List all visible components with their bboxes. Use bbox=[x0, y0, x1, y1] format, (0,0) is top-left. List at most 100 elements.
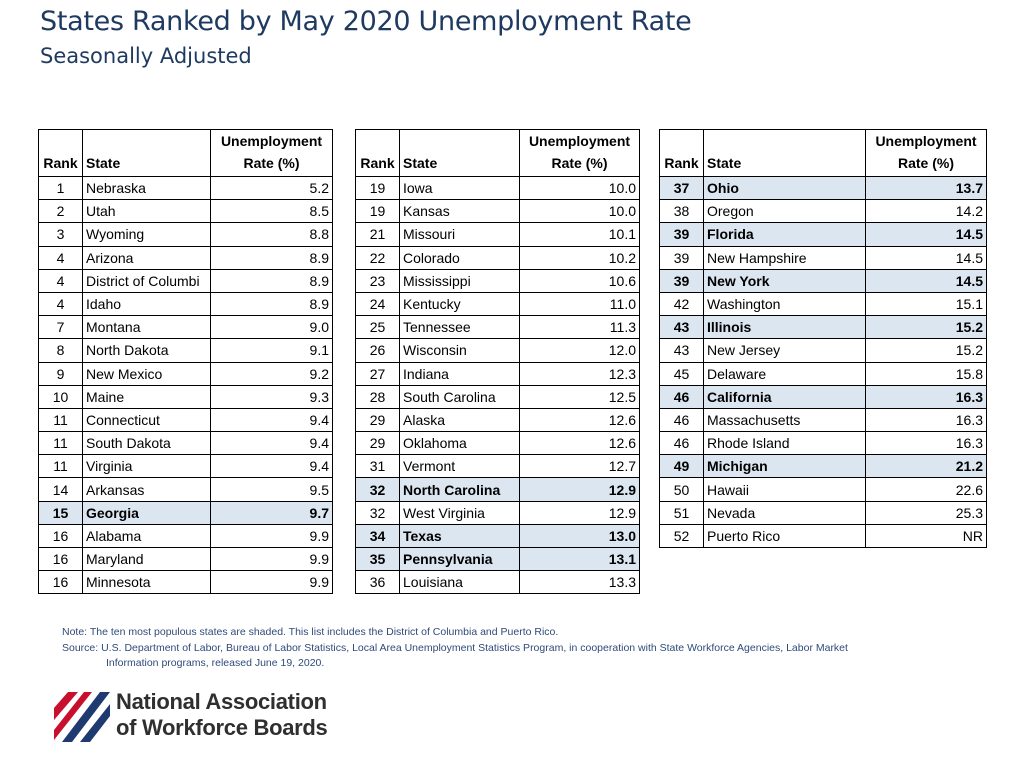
state-cell: Maryland bbox=[82, 546, 211, 572]
rate-cell: 14.5 bbox=[865, 268, 987, 293]
table-row: 24 Kentucky 11.0 bbox=[355, 291, 640, 317]
table-row: 15 Georgia 9.7 bbox=[38, 500, 333, 525]
state-cell: Puerto Rico bbox=[703, 523, 866, 549]
rank-cell: 34 bbox=[355, 523, 400, 549]
rate-cell: 15.8 bbox=[865, 361, 987, 386]
rate-cell: 9.7 bbox=[210, 500, 333, 525]
state-cell: Georgia bbox=[82, 500, 211, 525]
state-cell: Rhode Island bbox=[703, 431, 866, 456]
table-row: 2 Utah 8.5 bbox=[38, 199, 333, 224]
state-cell: Wyoming bbox=[82, 222, 211, 247]
rate-cell: 11.0 bbox=[519, 291, 640, 317]
table-row: 52 Puerto Rico NR bbox=[659, 523, 987, 549]
rank-cell: 11 bbox=[38, 407, 83, 433]
state-cell: Kentucky bbox=[399, 291, 520, 317]
rate-cell: 16.3 bbox=[865, 384, 987, 409]
rank-cell: 35 bbox=[355, 546, 400, 572]
state-cell: Massachusetts bbox=[703, 407, 866, 433]
table-row: 46 California 16.3 bbox=[659, 384, 987, 409]
page-title: States Ranked by May 2020 Unemployment R… bbox=[40, 6, 692, 37]
table-row: 39 New Hampshire 14.5 bbox=[659, 245, 987, 270]
rank-cell: 28 bbox=[355, 384, 400, 409]
table-row: 39 Florida 14.5 bbox=[659, 222, 987, 247]
table-row: 26 Wisconsin 12.0 bbox=[355, 338, 640, 363]
state-cell: Virginia bbox=[82, 454, 211, 479]
rank-cell: 26 bbox=[355, 338, 400, 363]
state-cell: Mississippi bbox=[399, 268, 520, 293]
rank-cell: 46 bbox=[659, 384, 704, 409]
rate-cell: 10.2 bbox=[519, 245, 640, 270]
table-row: 35 Pennsylvania 13.1 bbox=[355, 546, 640, 572]
table-row: 9 New Mexico 9.2 bbox=[38, 361, 333, 386]
table-row: 23 Mississippi 10.6 bbox=[355, 268, 640, 293]
rank-cell: 2 bbox=[38, 199, 83, 224]
table-row: 29 Oklahoma 12.6 bbox=[355, 431, 640, 456]
header-state: State bbox=[703, 129, 866, 177]
rank-cell: 19 bbox=[355, 199, 400, 224]
rank-cell: 43 bbox=[659, 338, 704, 363]
header-state: State bbox=[82, 129, 211, 177]
state-cell: South Dakota bbox=[82, 431, 211, 456]
state-cell: New Hampshire bbox=[703, 245, 866, 270]
state-cell: Maine bbox=[82, 384, 211, 409]
footnotes: Note: The ten most populous states are s… bbox=[62, 625, 848, 672]
rate-cell: 13.7 bbox=[865, 175, 987, 201]
rate-cell: 12.6 bbox=[519, 407, 640, 433]
state-cell: West Virginia bbox=[399, 500, 520, 525]
rate-cell: 16.3 bbox=[865, 407, 987, 433]
header-rate: Unemployment Rate (%) bbox=[210, 129, 333, 177]
rank-cell: 15 bbox=[38, 500, 83, 525]
rate-cell: 25.3 bbox=[865, 500, 987, 525]
rank-cell: 52 bbox=[659, 523, 704, 549]
table-row: 16 Alabama 9.9 bbox=[38, 523, 333, 549]
rate-cell: 9.2 bbox=[210, 361, 333, 386]
rank-cell: 39 bbox=[659, 222, 704, 247]
rate-cell: NR bbox=[865, 523, 987, 549]
table-row: 50 Hawaii 22.6 bbox=[659, 477, 987, 502]
state-cell: Illinois bbox=[703, 315, 866, 340]
table-row: 10 Maine 9.3 bbox=[38, 384, 333, 409]
rank-cell: 25 bbox=[355, 315, 400, 340]
table-row: 39 New York 14.5 bbox=[659, 268, 987, 293]
rank-cell: 31 bbox=[355, 454, 400, 479]
header-rate: Unemployment Rate (%) bbox=[865, 129, 987, 177]
table-row: 36 Louisiana 13.3 bbox=[355, 570, 640, 595]
rate-cell: 21.2 bbox=[865, 454, 987, 479]
state-cell: Arkansas bbox=[82, 477, 211, 502]
rate-cell: 8.5 bbox=[210, 199, 333, 224]
table-row: 46 Rhode Island 16.3 bbox=[659, 431, 987, 456]
rate-cell: 10.0 bbox=[519, 175, 640, 201]
rank-cell: 16 bbox=[38, 546, 83, 572]
rank-cell: 1 bbox=[38, 175, 83, 201]
rate-cell: 9.9 bbox=[210, 546, 333, 572]
state-cell: Michigan bbox=[703, 454, 866, 479]
table-row: 11 South Dakota 9.4 bbox=[38, 431, 333, 456]
ranking-table-3: Rank State Unemployment Rate (%) 37 Ohio 13… bbox=[659, 129, 987, 549]
rank-cell: 46 bbox=[659, 407, 704, 433]
state-cell: Louisiana bbox=[399, 570, 520, 595]
table-row: 8 North Dakota 9.1 bbox=[38, 338, 333, 363]
table-row: 16 Minnesota 9.9 bbox=[38, 570, 333, 595]
state-cell: Iowa bbox=[399, 175, 520, 201]
rate-cell: 12.6 bbox=[519, 431, 640, 456]
state-cell: Montana bbox=[82, 315, 211, 340]
rank-cell: 39 bbox=[659, 245, 704, 270]
rate-cell: 5.2 bbox=[210, 175, 333, 201]
flag-mark-icon bbox=[54, 692, 110, 742]
state-cell: Delaware bbox=[703, 361, 866, 386]
state-cell: Ohio bbox=[703, 175, 866, 201]
rate-cell: 14.5 bbox=[865, 245, 987, 270]
source-text: Source: U.S. Department of Labor, Bureau… bbox=[62, 641, 848, 654]
rate-cell: 12.0 bbox=[519, 338, 640, 363]
rate-cell: 9.4 bbox=[210, 407, 333, 433]
rate-cell: 16.3 bbox=[865, 431, 987, 456]
rate-cell: 15.2 bbox=[865, 315, 987, 340]
rate-cell: 9.9 bbox=[210, 570, 333, 595]
state-cell: Kansas bbox=[399, 199, 520, 224]
rank-cell: 19 bbox=[355, 175, 400, 201]
rate-cell: 9.0 bbox=[210, 315, 333, 340]
rank-cell: 24 bbox=[355, 291, 400, 317]
state-cell: Vermont bbox=[399, 454, 520, 479]
table-row: 22 Colorado 10.2 bbox=[355, 245, 640, 270]
state-cell: Utah bbox=[82, 199, 211, 224]
